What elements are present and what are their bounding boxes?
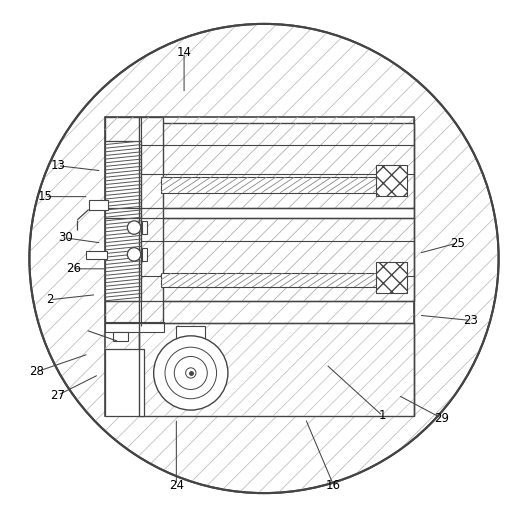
Bar <box>89 200 108 209</box>
Bar <box>142 221 147 234</box>
Bar <box>105 349 144 416</box>
Text: 29: 29 <box>435 412 449 425</box>
Circle shape <box>127 221 141 234</box>
Bar <box>105 323 165 332</box>
Bar <box>139 124 413 208</box>
Bar <box>114 332 128 341</box>
Text: 25: 25 <box>450 237 465 250</box>
Bar <box>139 218 413 301</box>
Circle shape <box>174 356 208 389</box>
Text: 28: 28 <box>29 366 43 378</box>
Circle shape <box>30 24 498 493</box>
Text: 26: 26 <box>65 262 81 276</box>
Bar <box>105 117 164 326</box>
Circle shape <box>165 347 216 399</box>
Bar <box>161 177 394 192</box>
Text: 1: 1 <box>379 409 386 422</box>
Bar <box>376 164 407 195</box>
Bar <box>376 262 407 293</box>
Bar <box>105 141 142 301</box>
Text: 23: 23 <box>463 314 478 327</box>
Circle shape <box>186 368 196 378</box>
Text: 14: 14 <box>176 46 192 59</box>
Bar <box>176 326 205 367</box>
Text: 16: 16 <box>326 479 341 492</box>
Bar <box>139 323 413 416</box>
Bar <box>86 251 107 258</box>
Bar <box>142 248 147 261</box>
Bar <box>105 117 413 416</box>
Text: 13: 13 <box>50 159 65 172</box>
Text: 2: 2 <box>46 293 54 306</box>
Bar <box>161 273 394 287</box>
Text: 15: 15 <box>37 190 52 203</box>
Circle shape <box>127 248 141 261</box>
Circle shape <box>154 336 228 410</box>
Text: 27: 27 <box>50 389 65 402</box>
Text: 30: 30 <box>58 232 73 245</box>
Text: 24: 24 <box>169 479 184 492</box>
Bar <box>139 208 413 218</box>
